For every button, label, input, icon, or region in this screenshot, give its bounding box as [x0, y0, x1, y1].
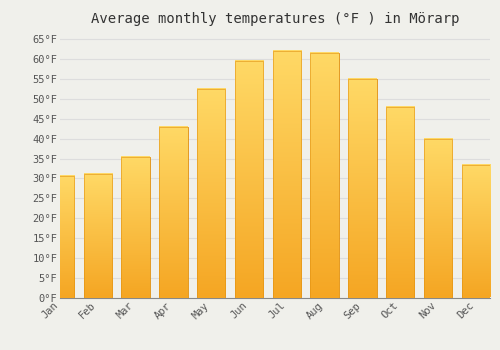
Bar: [46, 176, 74, 298]
Bar: [122, 156, 150, 298]
Bar: [197, 89, 226, 298]
Bar: [159, 127, 188, 298]
Bar: [462, 164, 490, 298]
Bar: [348, 79, 376, 298]
Bar: [310, 53, 339, 298]
Title: Average monthly temperatures (°F ) in Mörarp: Average monthly temperatures (°F ) in Mö…: [91, 12, 459, 26]
Bar: [235, 61, 263, 298]
Bar: [424, 139, 452, 298]
Bar: [84, 174, 112, 298]
Bar: [386, 107, 414, 298]
Bar: [272, 51, 301, 298]
